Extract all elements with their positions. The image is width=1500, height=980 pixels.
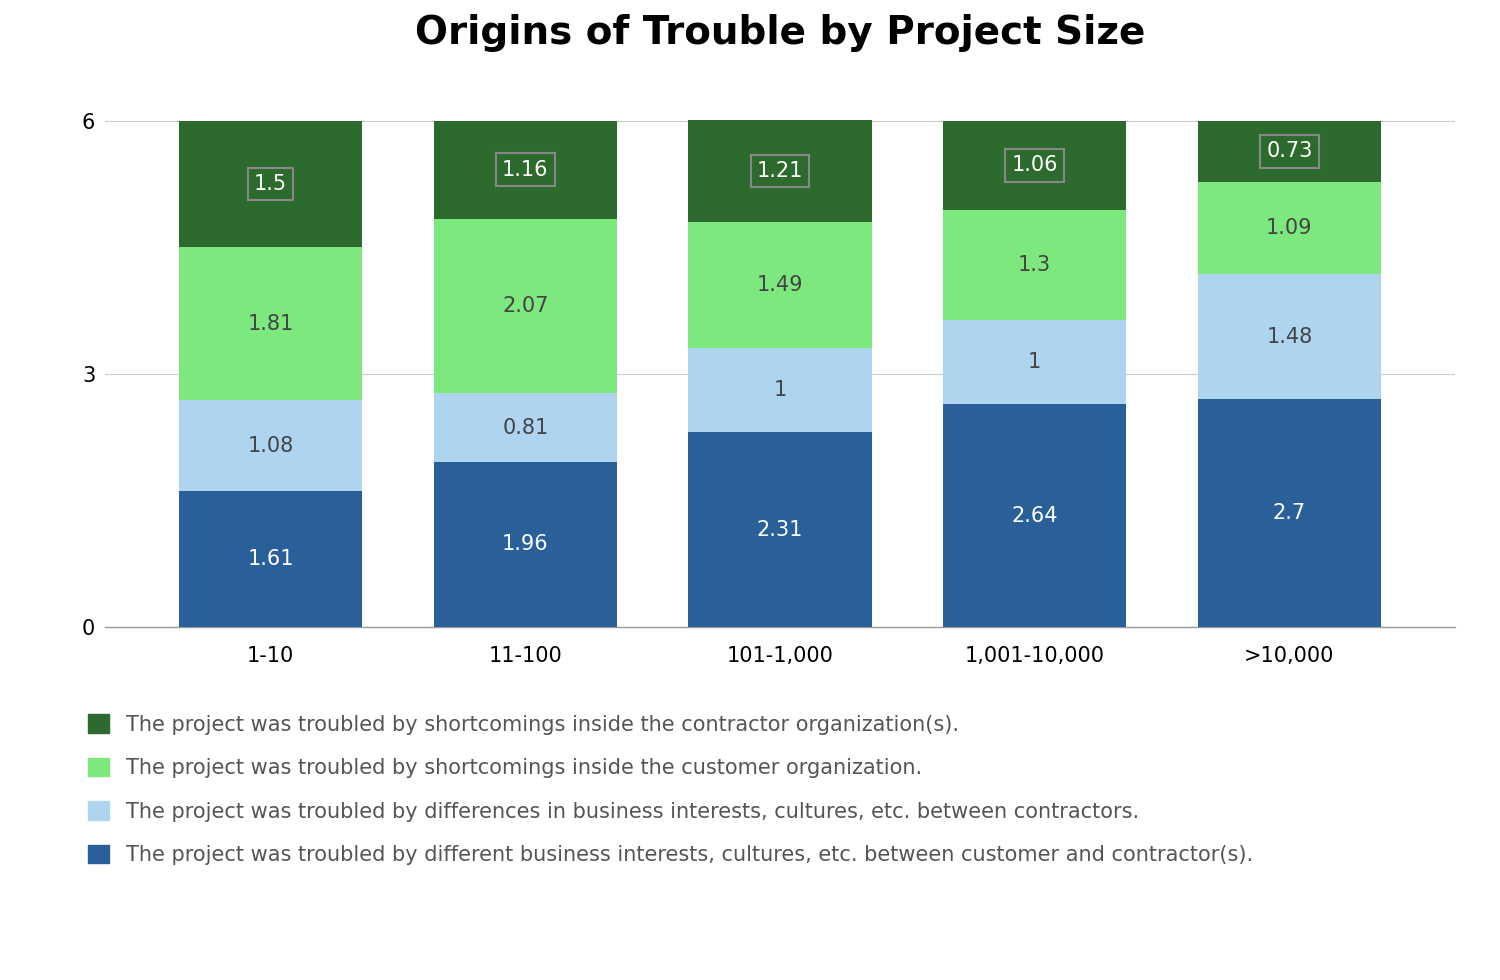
Bar (1197, 121, 1382, 182)
Text: 1.16: 1.16 (503, 160, 549, 179)
Bar (1197, 274, 1382, 399)
Legend: The project was troubled by shortcomings inside the contractor organization(s).,: The project was troubled by shortcomings… (88, 714, 1252, 865)
Bar (433, 121, 616, 219)
Text: 1.3: 1.3 (1019, 255, 1052, 275)
Text: 2.64: 2.64 (1011, 506, 1058, 525)
Title: Origins of Trouble by Project Size: Origins of Trouble by Project Size (416, 14, 1144, 52)
Bar (433, 393, 616, 462)
Bar (178, 400, 363, 491)
Text: 0.73: 0.73 (1266, 141, 1312, 162)
Bar (433, 462, 616, 627)
Text: 1.21: 1.21 (758, 161, 802, 181)
Bar (688, 221, 871, 348)
Text: 1.48: 1.48 (1266, 326, 1312, 347)
Bar (688, 432, 871, 627)
Text: 2.7: 2.7 (1274, 503, 1306, 523)
Text: 1: 1 (774, 380, 786, 400)
Text: 1.49: 1.49 (756, 274, 804, 295)
Text: 1.09: 1.09 (1266, 219, 1312, 238)
Bar (944, 405, 1126, 627)
Bar (944, 319, 1126, 405)
Text: 1.96: 1.96 (503, 534, 549, 555)
Bar (1197, 182, 1382, 274)
Bar (178, 491, 363, 627)
Bar (1197, 399, 1382, 627)
Text: 1.81: 1.81 (248, 314, 294, 333)
Text: 1.61: 1.61 (248, 549, 294, 569)
Text: 0.81: 0.81 (503, 417, 549, 437)
Bar (944, 210, 1126, 319)
Text: 1.5: 1.5 (254, 173, 286, 194)
Bar (688, 120, 871, 221)
Text: 1.06: 1.06 (1011, 156, 1058, 175)
Bar (433, 219, 616, 393)
Bar (178, 247, 363, 400)
Text: 2.07: 2.07 (503, 296, 549, 316)
Text: 1.08: 1.08 (248, 436, 294, 456)
Bar (178, 121, 363, 247)
Bar (688, 348, 871, 432)
Text: 1: 1 (1028, 352, 1041, 372)
Bar (944, 121, 1126, 210)
Text: 2.31: 2.31 (758, 519, 802, 540)
